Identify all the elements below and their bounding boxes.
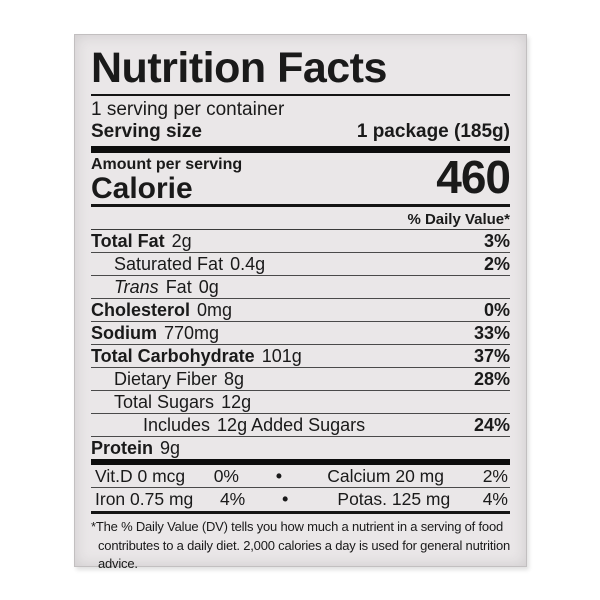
serving-size-value: 1 package (185g) [356,121,510,142]
nutrient-row: Total Fat 2g 3% [91,230,510,253]
nutrient-name: Includes [143,415,211,435]
nutrient-amount: 0mg [197,300,233,320]
nutrient-name-amount: Cholesterol 0mg [91,300,232,321]
nutrient-amount: 12g [221,392,252,412]
footnote-text: *The % Daily Value (DV) tells you how mu… [91,519,511,571]
calorie-rule [91,204,510,207]
footnote-rule [91,511,510,514]
daily-value-rule [91,229,510,230]
nutrient-amount: 770mg [164,323,220,343]
nutrient-row: Saturated Fat 0.4g 2% [91,253,510,276]
nutrient-rows: Total Fat 2g 3% Saturated Fat 0.4g 2% Trans Fat… [91,230,510,458]
nutrient-percent: 37% [473,346,510,366]
micronutrient-left-name: Iron 0.75 mg [95,489,194,509]
nutrient-row: Total Carbohydrate 101g 37% [91,345,510,368]
nutrient-row: Trans Fat 0g [91,276,510,299]
nutrient-name: Trans [114,277,159,297]
nutrient-name-amount: Protein 9g [91,438,180,458]
micronutrient-right-name: Potas. 125 mg [337,489,451,509]
nutrient-name-amount: Total Fat 2g [91,231,192,252]
nutrient-name-amount: Trans Fat 0g [91,277,219,298]
nutrient-name-amount: Total Carbohydrate 101g [91,346,302,367]
nutrient-amount: 9g [160,438,181,458]
nutrient-name-amount: Total Sugars 12g [91,392,251,413]
nutrient-name-amount: Sodium 770mg [91,323,219,344]
nutrient-name: Total Carbohydrate [91,346,255,366]
micronutrient-left-percent: 4% [219,489,246,509]
section-bar-top [91,146,510,153]
micronutrient-right-percent: 2% [482,466,508,486]
calories-value: 460 [436,151,511,203]
serving-size-label: Serving size [91,121,202,142]
nutrient-row: Total Sugars 12g [91,391,510,414]
micronutrient-row: Vit.D 0 mcg 0% • Calcium 20 mg 2% [91,465,510,488]
micronutrient-rows: Vit.D 0 mcg 0% • Calcium 20 mg 2% Iron 0.75 m… [91,465,510,510]
nutrient-amount: 0.4g [230,254,266,274]
nutrient-percent: 0% [483,300,510,320]
nutrient-amount: 101g [261,346,302,366]
nutrient-name-suffix: Fat [165,277,192,297]
nutrient-percent: 24% [473,415,510,435]
nutrient-amount: 12g Added Sugars [217,415,366,435]
micronutrient-right-percent: 4% [482,489,508,509]
nutrient-amount: 2g [171,231,192,251]
section-bar-bottom [91,459,510,465]
label-title: Nutrition Facts [91,44,387,92]
nutrient-row: Cholesterol 0mg 0% [91,299,510,322]
calories-label: Calorie [91,172,193,205]
micronutrient-row: Iron 0.75 mg 4% • Potas. 125 mg 4% [91,488,510,510]
amount-per-serving-label: Amount per serving [91,156,243,173]
nutrient-name: Saturated Fat [114,254,224,274]
nutrient-amount: 8g [224,369,245,389]
nutrition-facts-label: Nutrition Facts 1 serving per container … [74,34,527,571]
calorie-section: Amount per serving Calorie 460 [91,151,511,205]
nutrient-row: Dietary Fiber 8g 28% [91,368,510,391]
micronutrient-right-name: Calcium 20 mg [327,466,444,486]
title-rule [91,94,510,96]
serving-size-row: Serving size 1 package (185g) [91,121,510,142]
bullet-separator: • [282,489,289,509]
micronutrient-left-percent: 0% [213,466,239,486]
nutrient-percent: 28% [473,369,510,389]
nutrient-name: Protein [91,438,154,458]
nutrient-amount: 0g [198,277,219,297]
nutrient-name: Cholesterol [91,300,191,320]
daily-value-header: % Daily Value* [407,211,510,228]
nutrient-percent: 3% [483,231,510,251]
nutrient-row: Protein 9g [91,437,510,458]
nutrient-name: Sodium [91,323,157,343]
nutrient-row: Includes 12g Added Sugars 24% [91,414,510,437]
nutrient-name: Total Sugars [114,392,215,412]
nutrient-name: Dietary Fiber [114,369,218,389]
bullet-separator: • [275,466,283,486]
nutrient-name-amount: Includes 12g Added Sugars [91,415,365,436]
nutrient-row: Sodium 770mg 33% [91,322,510,345]
nutrient-name-amount: Saturated Fat 0.4g [91,254,265,275]
nutrient-name: Total Fat [91,231,165,251]
nutrient-percent: 2% [483,254,510,274]
nutrient-name-amount: Dietary Fiber 8g [91,369,244,390]
nutrient-percent: 33% [473,323,510,343]
micronutrient-left-name: Vit.D 0 mcg [95,466,186,486]
servings-per-container: 1 serving per container [91,99,285,120]
